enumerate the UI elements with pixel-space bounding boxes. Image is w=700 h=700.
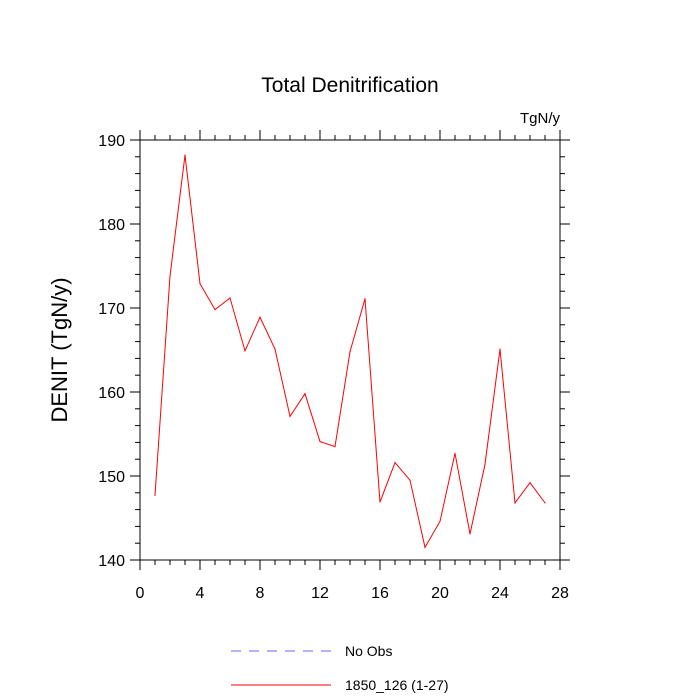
legend: No Obs 1850_126 (1-27)	[231, 643, 449, 693]
data-point	[289, 415, 291, 417]
plot-frame	[139, 139, 561, 561]
y-tick-label: 190	[98, 133, 125, 150]
legend-label-no-obs: No Obs	[345, 643, 392, 659]
data-point	[334, 446, 336, 448]
data-point	[304, 393, 306, 395]
plot-area	[154, 154, 546, 549]
x-tick-label: 12	[311, 585, 329, 602]
data-point	[364, 298, 366, 300]
data-point	[409, 479, 411, 481]
data-point	[379, 501, 381, 503]
data-point	[349, 351, 351, 353]
x-tick-label: 28	[551, 585, 569, 602]
data-point	[514, 502, 516, 504]
data-point	[319, 440, 321, 443]
x-tick-label: 20	[431, 585, 449, 602]
x-tick-label: 4	[196, 585, 205, 602]
units-label: TgN/y	[520, 110, 561, 127]
data-point	[469, 533, 471, 535]
y-tick-label: 160	[98, 385, 125, 402]
data-point	[274, 348, 276, 350]
x-tick-label: 8	[256, 585, 265, 602]
tick-labels: 0 4 8 12 16 20 24 28 140 150 160 170 180 190	[98, 133, 569, 602]
data-point	[454, 452, 456, 454]
data-point	[229, 297, 231, 299]
data-point	[499, 348, 501, 350]
data-point	[544, 502, 546, 504]
x-tick-label: 0	[136, 585, 145, 602]
y-tick-label: 170	[98, 301, 125, 318]
y-tick-label: 140	[98, 553, 125, 570]
data-point	[184, 154, 186, 156]
data-point	[529, 482, 531, 484]
y-tick-label: 180	[98, 217, 125, 234]
data-point	[199, 283, 201, 285]
data-point	[154, 494, 156, 496]
data-point	[259, 316, 261, 318]
y-tick-label: 150	[98, 469, 125, 486]
x-tick-label: 24	[491, 585, 509, 602]
data-point	[394, 461, 396, 464]
data-point	[244, 350, 246, 352]
data-point	[169, 275, 171, 277]
data-point	[214, 309, 216, 311]
x-tick-label: 16	[371, 585, 389, 602]
y-axis-label: DENIT (TgN/y)	[47, 277, 72, 422]
data-point	[439, 520, 441, 522]
legend-label-model-run: 1850_126 (1-27)	[345, 677, 449, 693]
data-point	[424, 546, 426, 549]
chart-title: Total Denitrification	[261, 74, 438, 97]
axis-ticks	[130, 130, 570, 570]
data-point	[484, 463, 486, 465]
